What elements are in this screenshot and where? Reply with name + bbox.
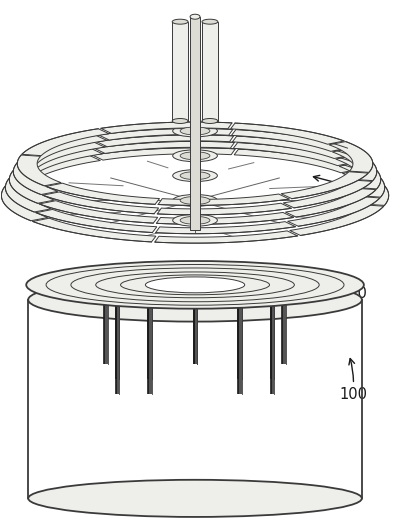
Ellipse shape	[172, 118, 188, 123]
Ellipse shape	[180, 127, 209, 135]
Polygon shape	[172, 22, 188, 121]
Polygon shape	[154, 231, 297, 243]
Polygon shape	[233, 149, 356, 173]
Polygon shape	[36, 209, 156, 233]
Polygon shape	[10, 149, 102, 178]
Polygon shape	[287, 197, 379, 226]
Ellipse shape	[180, 152, 209, 160]
Polygon shape	[332, 149, 376, 180]
Polygon shape	[46, 183, 159, 204]
Polygon shape	[230, 123, 343, 144]
Polygon shape	[148, 291, 152, 394]
Ellipse shape	[201, 118, 217, 123]
Polygon shape	[103, 280, 107, 364]
Ellipse shape	[172, 125, 217, 137]
Ellipse shape	[180, 196, 209, 204]
Polygon shape	[18, 135, 107, 163]
Ellipse shape	[145, 277, 244, 293]
Polygon shape	[39, 200, 157, 223]
Ellipse shape	[26, 261, 363, 309]
Text: 100: 100	[338, 359, 366, 402]
Polygon shape	[14, 142, 104, 171]
Polygon shape	[190, 17, 200, 230]
Polygon shape	[157, 203, 291, 215]
Polygon shape	[28, 300, 361, 498]
Polygon shape	[43, 192, 158, 214]
Polygon shape	[116, 273, 119, 394]
Polygon shape	[92, 148, 235, 160]
Text: 200: 200	[313, 176, 381, 198]
Polygon shape	[233, 142, 353, 166]
Polygon shape	[101, 122, 231, 133]
Polygon shape	[94, 141, 234, 153]
Polygon shape	[17, 155, 61, 186]
Text: 110: 110	[332, 278, 366, 301]
Ellipse shape	[172, 19, 188, 24]
Ellipse shape	[172, 170, 217, 181]
Ellipse shape	[201, 19, 217, 24]
Polygon shape	[328, 142, 372, 172]
Polygon shape	[9, 170, 54, 203]
Polygon shape	[237, 291, 241, 379]
Ellipse shape	[190, 14, 200, 19]
Polygon shape	[22, 129, 109, 156]
Ellipse shape	[172, 150, 217, 162]
Polygon shape	[193, 293, 196, 364]
Polygon shape	[148, 268, 152, 379]
Polygon shape	[13, 162, 58, 195]
Ellipse shape	[180, 216, 209, 224]
Polygon shape	[231, 130, 346, 151]
Polygon shape	[32, 218, 156, 242]
Polygon shape	[6, 156, 100, 186]
Ellipse shape	[172, 195, 217, 206]
Ellipse shape	[180, 171, 209, 179]
Polygon shape	[99, 129, 232, 140]
Polygon shape	[232, 136, 350, 159]
Polygon shape	[270, 273, 273, 379]
Polygon shape	[96, 135, 233, 147]
Polygon shape	[282, 180, 371, 208]
Polygon shape	[338, 163, 384, 197]
Polygon shape	[5, 178, 51, 212]
Polygon shape	[158, 194, 289, 205]
Polygon shape	[1, 186, 48, 221]
Ellipse shape	[28, 480, 361, 517]
Ellipse shape	[172, 214, 217, 226]
Polygon shape	[285, 188, 375, 217]
Polygon shape	[156, 213, 293, 224]
Polygon shape	[116, 287, 119, 379]
Polygon shape	[342, 170, 388, 205]
Polygon shape	[237, 268, 241, 394]
Polygon shape	[335, 156, 380, 189]
Polygon shape	[270, 287, 273, 394]
Polygon shape	[155, 222, 295, 234]
Polygon shape	[282, 280, 286, 364]
Polygon shape	[289, 205, 383, 235]
Ellipse shape	[28, 278, 361, 322]
Polygon shape	[201, 22, 217, 121]
Polygon shape	[193, 267, 196, 364]
Polygon shape	[280, 172, 367, 199]
